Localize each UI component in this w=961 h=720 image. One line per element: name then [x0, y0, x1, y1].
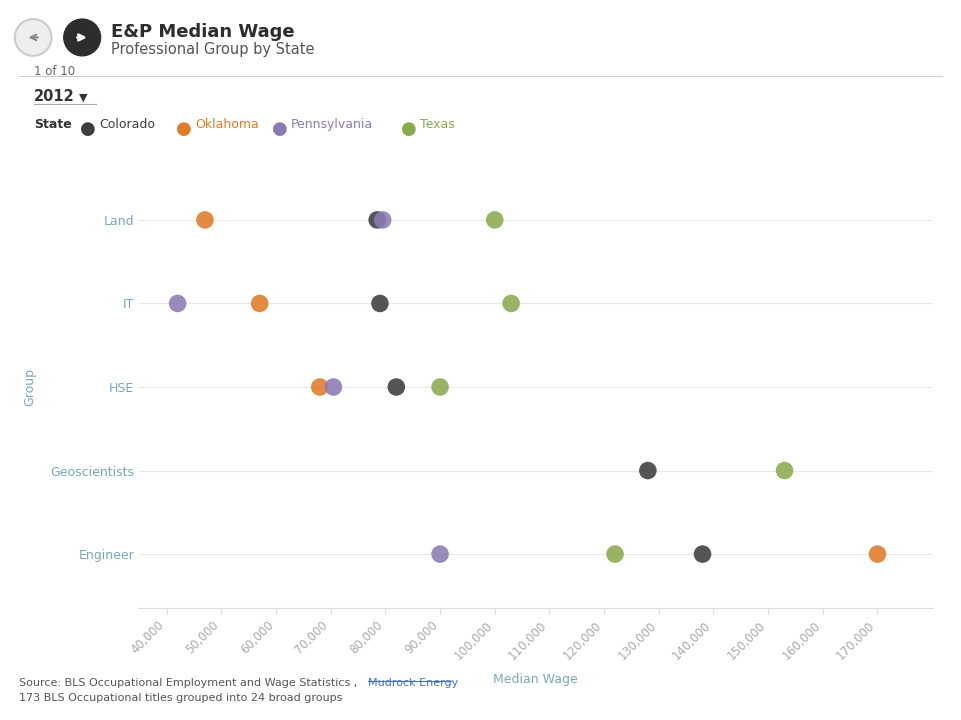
Point	[504, 297, 519, 309]
Point	[372, 297, 387, 309]
Text: Texas: Texas	[420, 118, 455, 131]
Point	[252, 297, 267, 309]
Text: Source: BLS Occupational Employment and Wage Statistics ,: Source: BLS Occupational Employment and …	[19, 678, 364, 688]
Circle shape	[14, 19, 52, 56]
Point	[432, 549, 448, 560]
Point	[369, 214, 384, 225]
Point	[776, 465, 792, 477]
Text: ●: ●	[80, 120, 95, 138]
Point	[870, 549, 885, 560]
Text: Colorado: Colorado	[99, 118, 155, 131]
Point	[170, 297, 185, 309]
Text: Mudrock Energy: Mudrock Energy	[368, 678, 458, 688]
Point	[375, 214, 390, 225]
Text: 2012: 2012	[34, 89, 74, 104]
Point	[695, 549, 710, 560]
Text: ●: ●	[272, 120, 287, 138]
Point	[326, 382, 341, 393]
Point	[197, 214, 212, 225]
Text: E&P Median Wage: E&P Median Wage	[111, 23, 294, 41]
Circle shape	[63, 19, 101, 56]
Text: Oklahoma: Oklahoma	[195, 118, 259, 131]
Point	[312, 382, 328, 393]
Text: Pennsylvania: Pennsylvania	[291, 118, 373, 131]
Point	[640, 465, 655, 477]
Point	[388, 382, 404, 393]
Text: State: State	[34, 118, 71, 131]
X-axis label: Median Wage: Median Wage	[493, 673, 579, 686]
Text: Professional Group by State: Professional Group by State	[111, 42, 314, 57]
Text: 173 BLS Occupational titles grouped into 24 broad groups: 173 BLS Occupational titles grouped into…	[19, 693, 342, 703]
Point	[432, 382, 448, 393]
Text: ●: ●	[176, 120, 191, 138]
Y-axis label: Group: Group	[24, 368, 37, 406]
Text: ▼: ▼	[79, 92, 87, 102]
Text: 1 of 10: 1 of 10	[34, 65, 75, 78]
Text: ●: ●	[401, 120, 416, 138]
Point	[487, 214, 503, 225]
Point	[607, 549, 623, 560]
